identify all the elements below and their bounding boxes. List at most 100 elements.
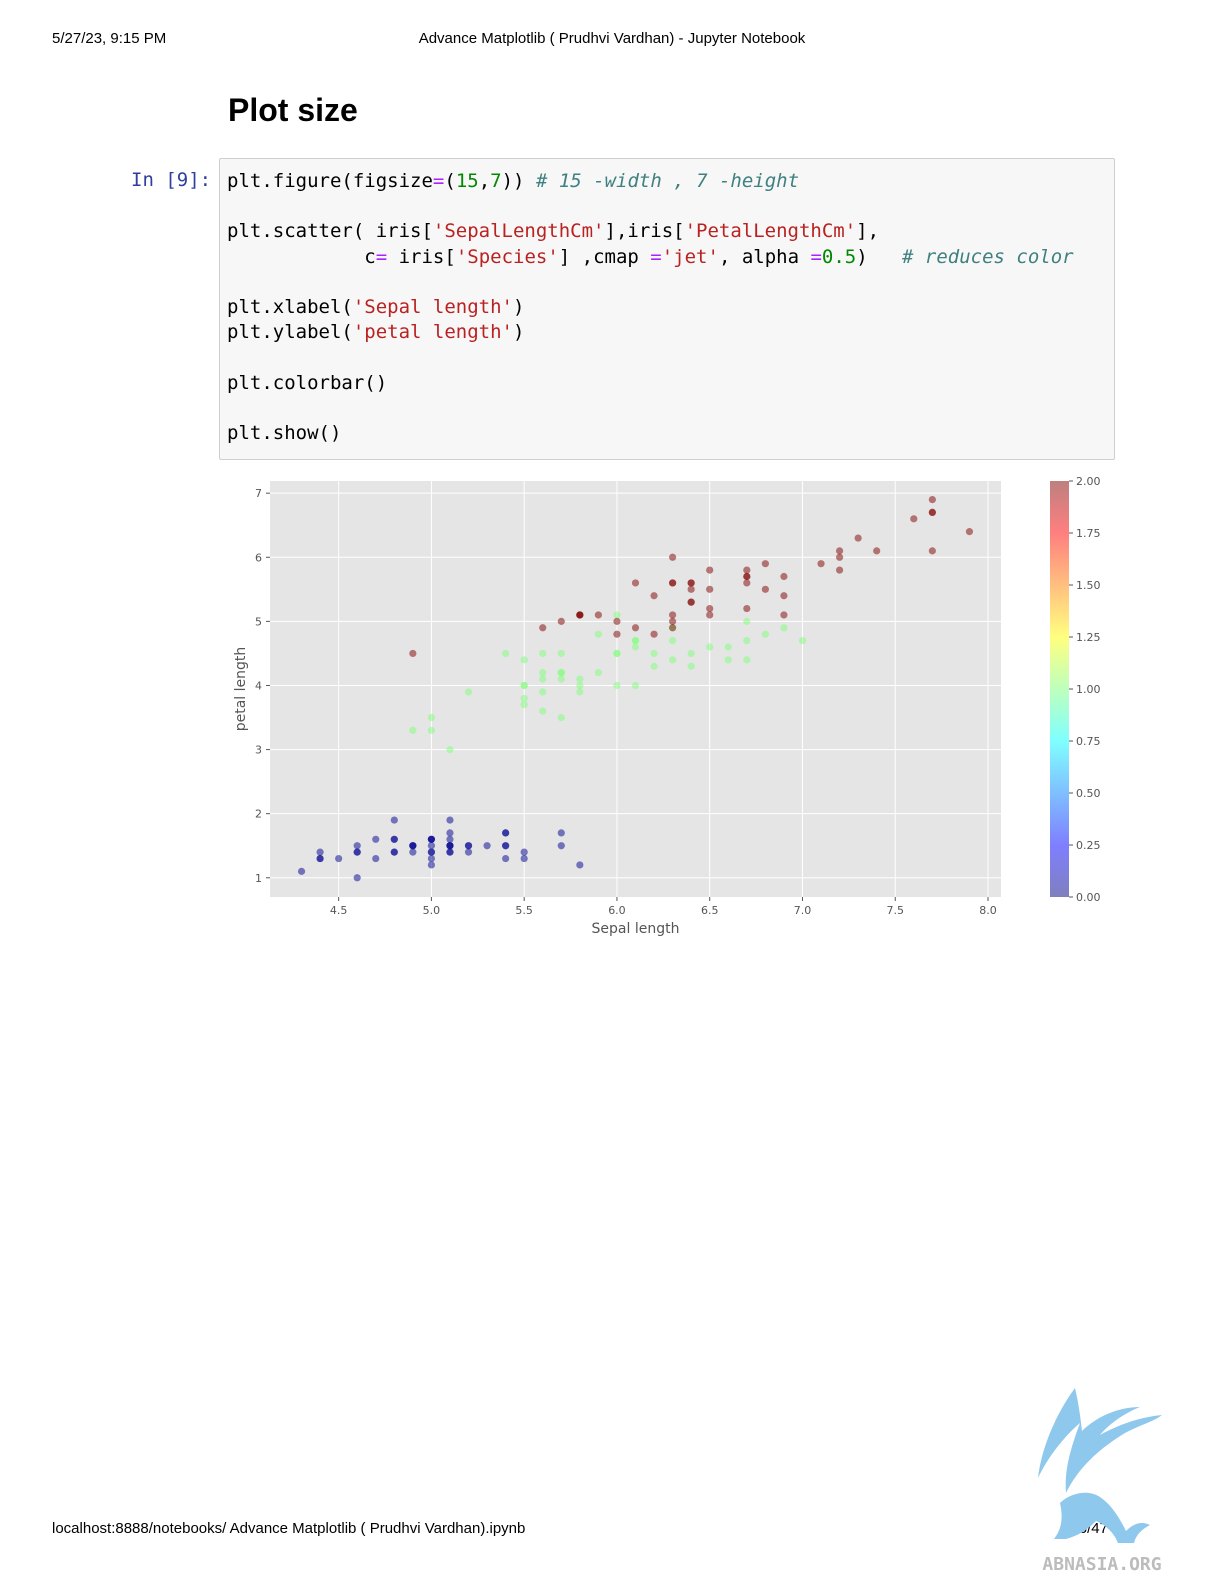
data-point <box>446 829 454 837</box>
y-tick-label: 1 <box>255 872 262 885</box>
data-point <box>353 848 361 856</box>
data-point <box>576 861 584 869</box>
data-point <box>594 630 602 638</box>
data-point <box>650 649 658 658</box>
data-point <box>835 553 844 561</box>
data-point <box>576 688 584 696</box>
data-point <box>613 630 621 638</box>
data-point <box>613 649 621 658</box>
data-point <box>706 611 714 619</box>
data-point <box>409 842 417 850</box>
y-tick-label: 3 <box>255 744 262 757</box>
data-point <box>297 867 306 875</box>
data-point <box>817 560 825 568</box>
output-plot: 4.5 5.0 5.5 6.0 6.5 7.0 7.5 8.0 1 2 3 4 5 6 7 Sepal len… <box>228 470 1118 945</box>
data-point <box>613 681 621 690</box>
data-point <box>520 656 528 664</box>
data-point <box>780 592 788 600</box>
data-point <box>409 848 417 856</box>
data-point <box>669 553 677 561</box>
print-datetime: 5/27/23, 9:15 PM <box>52 30 167 47</box>
data-point <box>594 611 602 619</box>
data-point <box>576 681 584 690</box>
y-tick-label: 4 <box>255 679 262 692</box>
data-point <box>427 726 436 734</box>
data-point <box>372 854 380 863</box>
data-point <box>706 604 714 613</box>
colorbar-tick-label: 1.50 <box>1076 579 1101 592</box>
data-point <box>669 656 677 664</box>
data-point <box>464 688 473 696</box>
data-point <box>706 585 714 593</box>
watermark-text: ABNASIA.ORG <box>1042 1554 1161 1575</box>
data-point <box>613 611 621 619</box>
data-point <box>446 745 454 754</box>
x-tick-label: 7.0 <box>794 904 812 917</box>
data-point <box>743 566 751 574</box>
data-point <box>427 713 436 722</box>
data-point <box>650 662 658 670</box>
data-point <box>743 617 751 625</box>
colorbar-tick-label: 1.00 <box>1076 683 1101 696</box>
data-point <box>427 835 436 843</box>
data-point <box>539 675 547 683</box>
colorbar-tick-label: 1.75 <box>1076 527 1101 540</box>
data-point <box>539 707 547 715</box>
x-tick-label: 6.0 <box>608 904 626 917</box>
data-point <box>520 694 528 702</box>
x-tick-label: 4.5 <box>330 904 348 917</box>
data-point <box>928 495 936 504</box>
data-point <box>965 528 974 536</box>
data-point <box>446 816 454 824</box>
data-point <box>761 560 769 568</box>
data-point <box>854 534 862 542</box>
data-point <box>353 842 361 850</box>
data-point <box>409 726 417 734</box>
data-point <box>335 854 343 863</box>
data-point <box>520 701 528 709</box>
data-point <box>724 656 732 664</box>
code-editor[interactable]: plt.figure(figsize=(15,7)) # 15 -width ,… <box>227 170 1074 445</box>
data-point <box>502 829 510 837</box>
data-point <box>576 675 584 683</box>
data-point <box>520 848 528 856</box>
data-point <box>928 508 936 517</box>
data-point <box>557 829 565 837</box>
data-point <box>743 572 751 581</box>
watermark-logo: ABNASIA.ORG <box>1030 1383 1175 1578</box>
data-point <box>631 681 640 690</box>
colorbar-tick-label: 0.50 <box>1076 787 1101 800</box>
data-point <box>539 688 547 696</box>
data-point <box>557 669 565 677</box>
x-tick-label: 6.5 <box>701 904 719 917</box>
data-point <box>687 585 695 593</box>
data-point <box>910 515 918 523</box>
data-point <box>835 547 844 555</box>
data-point <box>780 624 788 632</box>
data-point <box>669 624 677 632</box>
data-point <box>390 848 398 856</box>
y-tick-label: 2 <box>255 808 262 821</box>
data-point <box>427 842 436 850</box>
y-tick-label: 7 <box>255 487 262 500</box>
data-point <box>557 617 565 625</box>
data-point <box>706 643 714 651</box>
data-point <box>835 566 844 574</box>
griffin-icon: ABNASIA.ORG <box>1038 1388 1162 1575</box>
data-point <box>557 713 565 722</box>
data-point <box>650 630 658 638</box>
data-point <box>780 572 788 581</box>
data-point <box>557 675 565 683</box>
x-tick-label: 7.5 <box>886 904 904 917</box>
data-point <box>743 656 751 664</box>
data-point <box>539 649 547 658</box>
data-point <box>798 637 807 645</box>
data-point <box>520 854 528 863</box>
data-point <box>743 604 751 613</box>
print-header: 5/27/23, 9:15 PM Advance Matplotlib ( Pr… <box>52 30 1172 50</box>
data-point <box>687 649 695 658</box>
data-point <box>427 848 436 856</box>
data-point <box>464 842 473 850</box>
data-point <box>761 630 769 638</box>
code-cell[interactable]: plt.figure(figsize=(15,7)) # 15 -width ,… <box>219 158 1115 460</box>
